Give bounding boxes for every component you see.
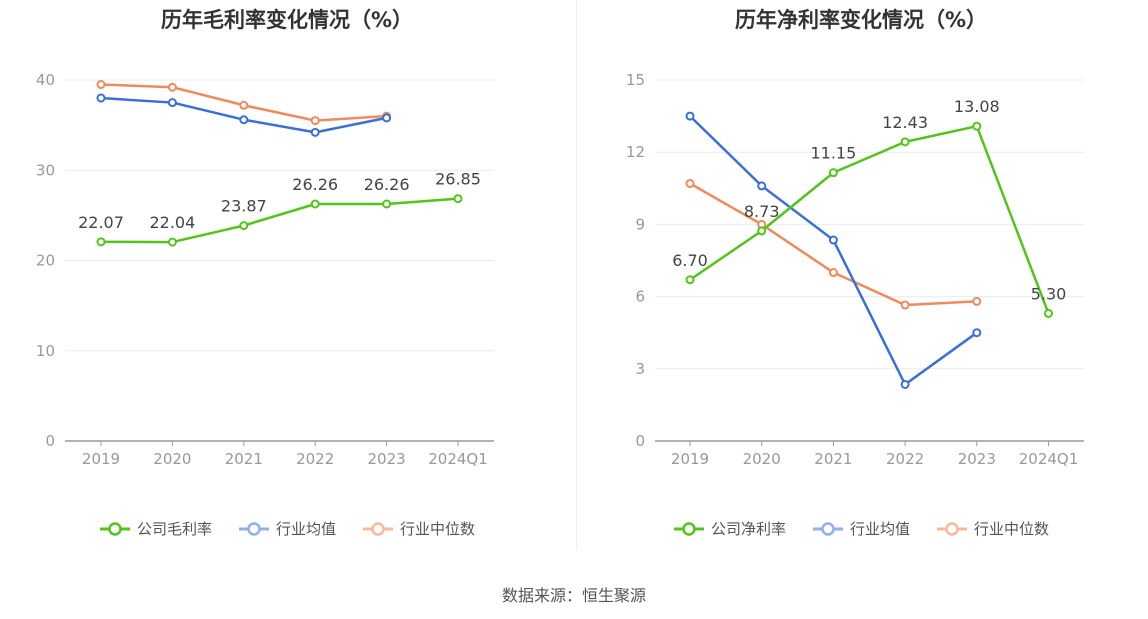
y-tick-label: 3 <box>635 360 645 378</box>
data-label: 5.30 <box>1031 284 1067 303</box>
legend-item-industry-mean[interactable]: 行业均值 <box>812 518 910 539</box>
legend-swatch-icon <box>99 521 130 536</box>
x-tick-label: 2021 <box>814 450 852 468</box>
x-tick-label: 2022 <box>886 450 924 468</box>
data-point <box>757 181 767 191</box>
data-point <box>828 268 838 278</box>
data-point <box>972 296 982 306</box>
data-label: 23.87 <box>221 197 267 216</box>
data-label: 13.08 <box>954 97 1000 116</box>
x-tick-label: 2020 <box>153 450 191 468</box>
y-tick-label: 30 <box>36 161 55 179</box>
legend-swatch-icon <box>937 521 967 536</box>
data-point <box>167 82 177 92</box>
y-tick-label: 20 <box>36 252 55 270</box>
panel-divider <box>576 0 577 550</box>
chart-title: 历年净利率变化情况（%） <box>734 8 988 32</box>
x-tick-label: 2023 <box>368 450 406 468</box>
legend-label: 行业中位数 <box>974 520 1050 538</box>
legend-item-industry-median[interactable]: 行业中位数 <box>936 518 1049 539</box>
y-tick-label: 9 <box>635 215 645 233</box>
x-tick-label: 2021 <box>225 450 263 468</box>
net-margin-plot: 0 3 6 9 12 15 2019 2020 2021 2022 2023 2024Q1 6.70 8.… <box>626 71 1084 468</box>
data-point <box>239 221 249 231</box>
data-point <box>310 127 320 137</box>
data-point <box>685 111 695 121</box>
chart-title: 历年毛利率变化情况（%） <box>160 8 414 32</box>
data-label: 12.43 <box>882 113 928 132</box>
y-tick-label: 12 <box>626 143 645 161</box>
legend-label: 行业均值 <box>849 520 910 538</box>
series-line <box>100 197 459 244</box>
data-label: 8.73 <box>744 202 780 221</box>
x-tick-label: 2019 <box>671 450 709 468</box>
data-point <box>900 137 910 147</box>
x-tick-label: 2024Q1 <box>428 450 488 468</box>
data-point <box>310 116 320 126</box>
legend-item-industry-median[interactable]: 行业中位数 <box>362 518 475 539</box>
data-point <box>96 93 106 103</box>
y-tick-label: 0 <box>635 432 645 450</box>
data-point <box>972 328 982 338</box>
y-tick-label: 40 <box>36 71 55 89</box>
data-label: 11.15 <box>810 144 856 163</box>
data-point <box>382 113 392 123</box>
data-label: 6.70 <box>672 251 708 270</box>
data-point <box>828 235 838 245</box>
data-point <box>900 300 910 310</box>
data-point <box>239 115 249 125</box>
data-point <box>685 275 695 285</box>
gross-margin-chart: 历年毛利率变化情况（%） 0 10 20 30 40 2019 2020 2021 2022 20… <box>0 0 574 560</box>
legend-swatch-icon <box>673 521 704 536</box>
x-tick-label: 2024Q1 <box>1019 450 1079 468</box>
series-line <box>689 124 1050 314</box>
x-tick-label: 2023 <box>958 450 996 468</box>
data-point <box>167 98 177 108</box>
data-point <box>382 199 392 209</box>
data-label: 22.07 <box>78 213 124 232</box>
data-point <box>685 178 695 188</box>
y-tick-label: 10 <box>36 342 55 360</box>
data-point <box>96 80 106 90</box>
y-tick-label: 15 <box>626 71 645 89</box>
data-point <box>1044 308 1053 318</box>
chart-legend: 公司净利率 行业均值 行业中位数 <box>574 518 1148 539</box>
data-label: 22.04 <box>149 213 195 232</box>
data-label: 26.26 <box>292 175 338 194</box>
legend-label: 公司净利率 <box>710 520 786 538</box>
legend-item-industry-mean[interactable]: 行业均值 <box>238 518 336 539</box>
x-tick-label: 2022 <box>296 450 334 468</box>
y-tick-label: 6 <box>635 288 645 306</box>
x-tick-label: 2019 <box>82 450 120 468</box>
data-point <box>310 199 320 209</box>
data-point <box>900 379 910 389</box>
data-point <box>757 226 767 236</box>
legend-item-company[interactable]: 公司毛利率 <box>99 518 212 539</box>
data-label: 26.26 <box>364 175 410 194</box>
chart-legend: 公司毛利率 行业均值 行业中位数 <box>0 518 574 539</box>
y-tick-label: 0 <box>45 432 55 450</box>
data-source: 数据来源：恒生聚源 <box>501 586 646 605</box>
data-point <box>972 121 982 131</box>
net-margin-chart: 历年净利率变化情况（%） 0 3 6 9 12 15 2019 2020 2021 2022 202… <box>574 0 1148 560</box>
legend-label: 行业中位数 <box>400 520 476 538</box>
data-point <box>167 237 177 247</box>
gross-margin-plot: 0 10 20 30 40 2019 2020 2021 2022 2023 2024Q1 22.07… <box>36 71 494 468</box>
legend-swatch-icon <box>238 521 269 536</box>
data-label: 26.85 <box>435 170 481 189</box>
legend-label: 公司毛利率 <box>136 520 212 538</box>
legend-item-company[interactable]: 公司净利率 <box>673 518 786 539</box>
data-point <box>453 194 463 204</box>
legend-label: 行业均值 <box>275 520 336 538</box>
legend-swatch-icon <box>363 521 393 536</box>
x-tick-label: 2020 <box>743 450 781 468</box>
legend-swatch-icon <box>812 521 843 536</box>
data-point <box>96 237 106 247</box>
data-point <box>239 100 249 110</box>
data-point <box>828 168 838 178</box>
